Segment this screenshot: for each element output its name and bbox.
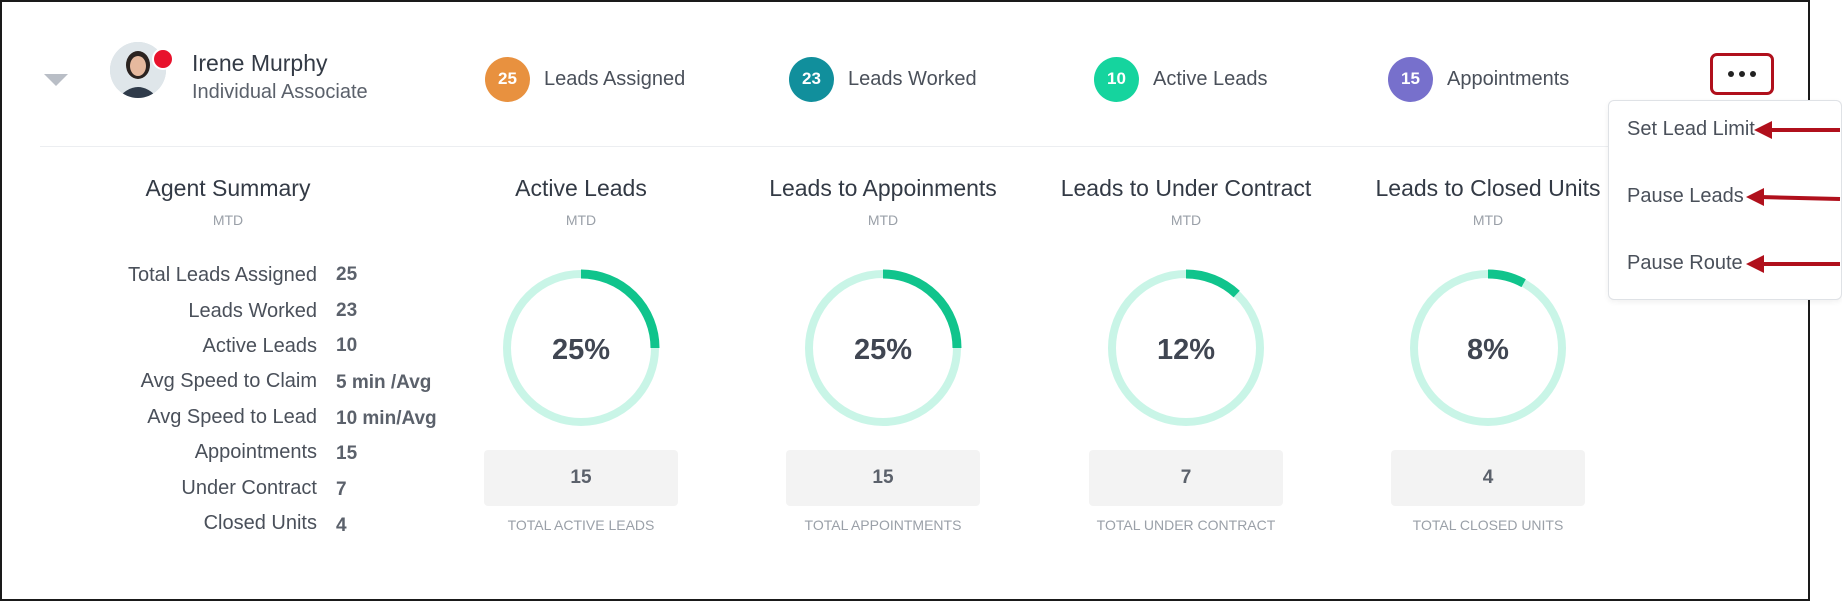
progress-ring: 12%	[1107, 269, 1265, 427]
summary-label: Leads Worked	[188, 300, 317, 322]
summary-label: Closed Units	[203, 512, 317, 534]
summary-label: Active Leads	[202, 335, 317, 357]
progress-ring: 8%	[1409, 269, 1567, 427]
total-value: 7	[1089, 450, 1283, 506]
more-options-button[interactable]	[1710, 53, 1774, 95]
agent-role: Individual Associate	[192, 81, 368, 103]
stat-appointments: 15 Appointments	[1388, 56, 1569, 102]
summary-value: 5 min /Avg	[336, 372, 432, 393]
summary-value: 23	[336, 300, 358, 321]
count-badge: 10	[1094, 56, 1139, 102]
menu-item-pause-leads[interactable]: Pause Leads	[1627, 185, 1744, 207]
stat-label: Leads Assigned	[544, 67, 686, 90]
metric-title: Active Leads	[515, 175, 647, 201]
person-icon	[110, 42, 166, 98]
total-label: TOTAL UNDER CONTRACT	[1096, 517, 1276, 533]
stat-label: Active Leads	[1153, 67, 1268, 90]
metric-title: Leads to Appoinments	[769, 175, 997, 201]
summary-value: 4	[336, 515, 347, 536]
stat-active-leads: 10 Active Leads	[1094, 56, 1268, 102]
agent-name[interactable]: Irene Murphy	[192, 50, 328, 76]
count-badge: 25	[485, 56, 530, 102]
ring-progress	[1107, 269, 1265, 427]
ring-progress	[502, 269, 660, 427]
metric-period: MTD	[1472, 212, 1504, 228]
total-value: 15	[786, 450, 980, 506]
summary-label: Total Leads Assigned	[127, 264, 317, 286]
arrow-left-icon	[1746, 255, 1840, 273]
metric-title: Leads to Closed Units	[1375, 175, 1601, 201]
more-horizontal-icon	[1728, 71, 1734, 77]
stat-leads-worked: 23 Leads Worked	[789, 56, 977, 102]
total-label: TOTAL CLOSED UNITS	[1412, 517, 1564, 533]
ring-percent: 25%	[854, 334, 912, 366]
dot	[1739, 71, 1745, 77]
annotation-arrows	[1746, 121, 1841, 273]
ring-percent: 8%	[1467, 334, 1509, 366]
caret-down-icon[interactable]	[44, 74, 68, 86]
summary-value: 10	[336, 335, 358, 356]
menu-item-pause-route[interactable]: Pause Route	[1627, 252, 1743, 274]
metric-period: MTD	[565, 212, 597, 228]
divider	[40, 146, 1620, 147]
metric-period: MTD	[867, 212, 899, 228]
summary-period: MTD	[212, 212, 244, 228]
stat-leads-assigned: 25 Leads Assigned	[485, 56, 685, 102]
ring-progress	[1409, 269, 1567, 427]
progress-ring: 25%	[804, 269, 962, 427]
stat-label: Leads Worked	[848, 67, 977, 90]
summary-label: Avg Speed to Claim	[140, 370, 317, 392]
ring-progress	[804, 269, 962, 427]
status-dot-icon	[152, 48, 174, 70]
menu-item-set-lead-limit[interactable]: Set Lead Limit	[1627, 118, 1755, 140]
summary-value: 25	[336, 264, 358, 285]
count-badge: 23	[789, 56, 834, 102]
arrow-left-icon	[1746, 188, 1841, 206]
dot	[1750, 71, 1756, 77]
ring-percent: 25%	[552, 334, 610, 366]
total-label: TOTAL APPOINTMENTS	[804, 517, 962, 533]
summary-value: 7	[336, 479, 347, 500]
total-value: 15	[484, 450, 678, 506]
summary-value: 15	[336, 443, 358, 464]
ring-percent: 12%	[1157, 334, 1215, 366]
avatar	[110, 42, 166, 98]
count-badge: 15	[1388, 56, 1433, 102]
total-value: 4	[1391, 450, 1585, 506]
summary-value: 10 min/Avg	[336, 408, 437, 429]
total-label: TOTAL ACTIVE LEADS	[507, 517, 655, 533]
metric-title: Leads to Under Contract	[1060, 175, 1312, 201]
summary-title: Agent Summary	[145, 175, 311, 201]
options-menu: Set Lead Limit Pause Leads Pause Route	[1608, 100, 1842, 300]
arrow-left-icon	[1754, 121, 1840, 139]
summary-label: Avg Speed to Lead	[147, 406, 317, 428]
metric-period: MTD	[1170, 212, 1202, 228]
progress-ring: 25%	[502, 269, 660, 427]
stat-label: Appointments	[1447, 67, 1570, 90]
summary-label: Under Contract	[181, 477, 317, 499]
summary-label: Appointments	[194, 441, 317, 463]
